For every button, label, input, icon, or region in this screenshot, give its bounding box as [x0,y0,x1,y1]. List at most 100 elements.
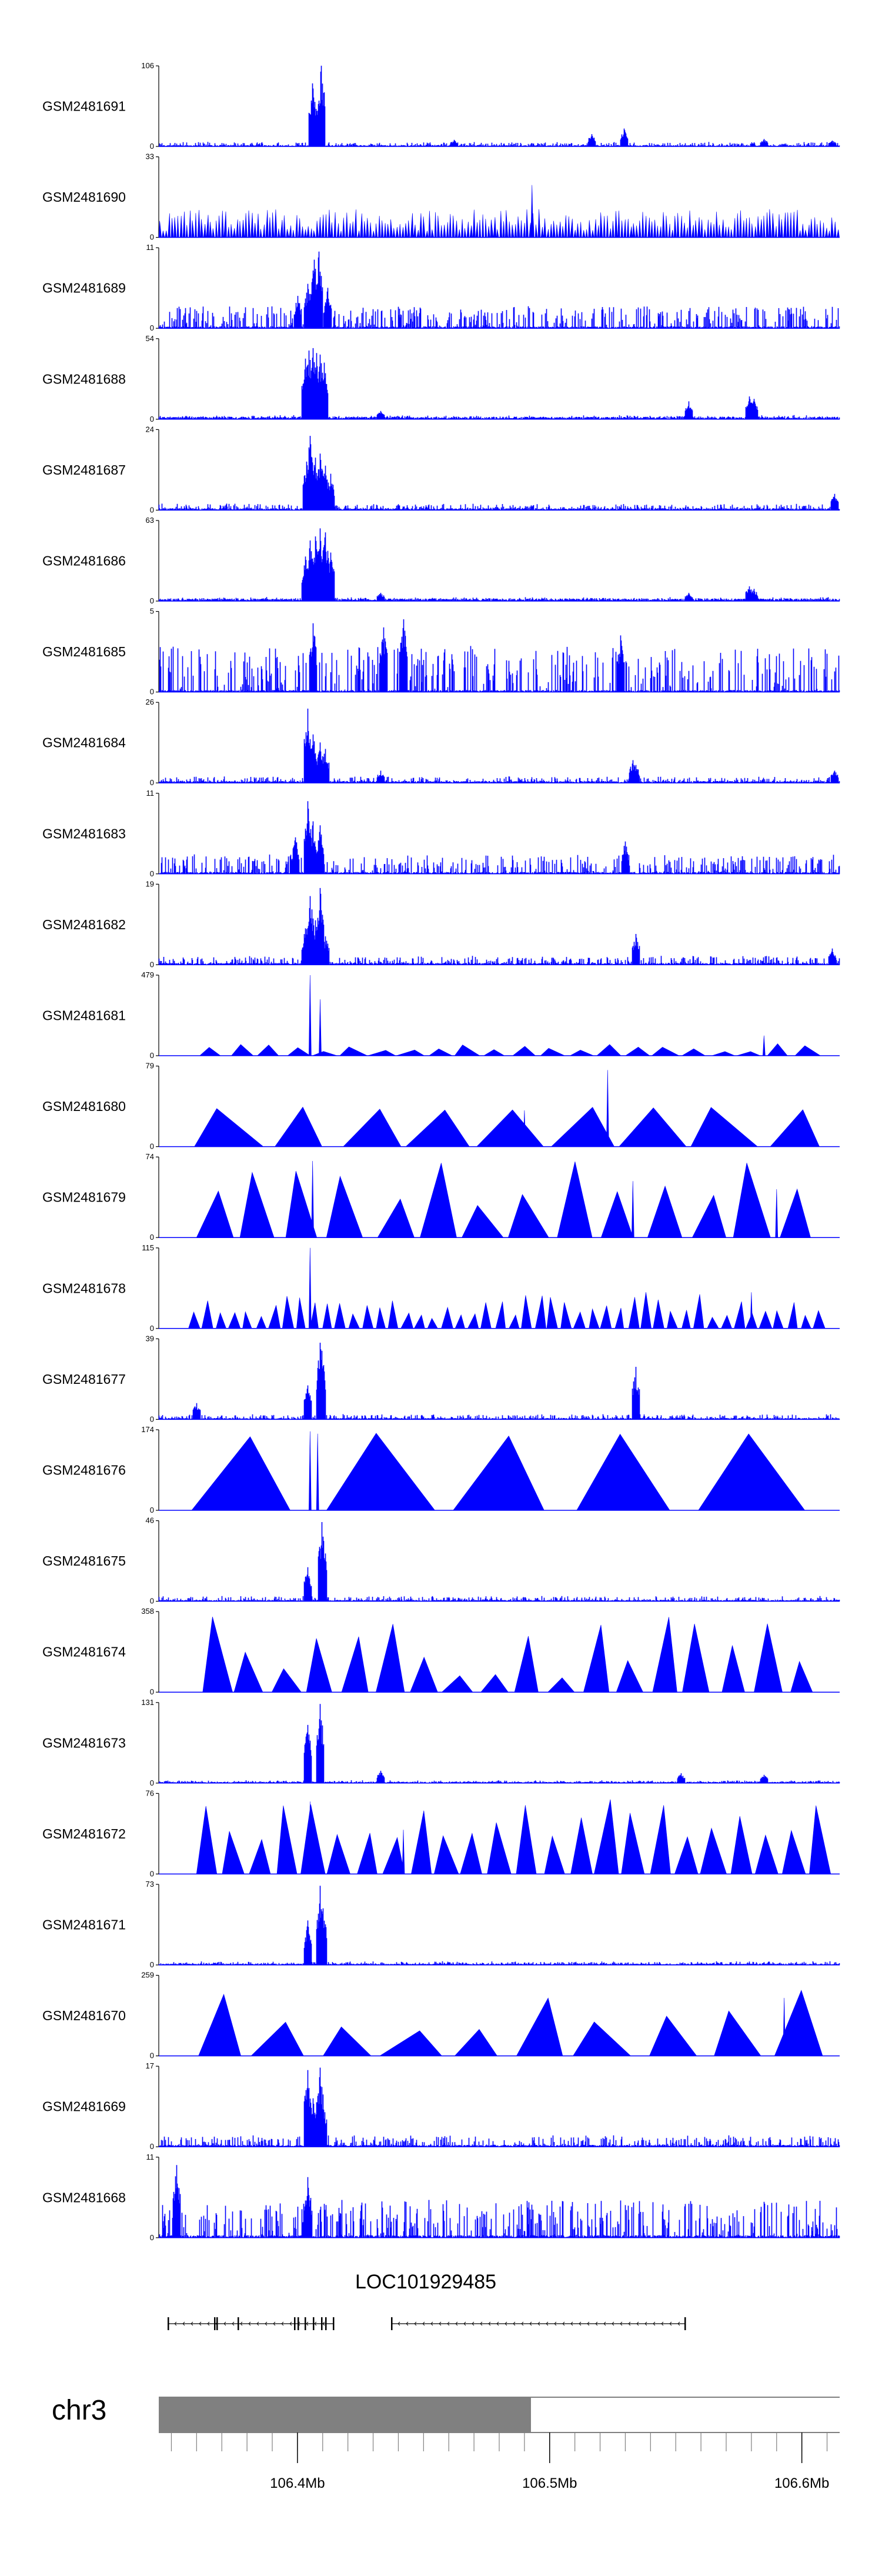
y-min-label: 0 [150,1414,154,1423]
signal-area [158,185,840,238]
track-label: GSM2481685 [42,644,126,659]
y-min-label: 0 [150,415,154,423]
y-min-label: 0 [150,1506,154,1514]
exon [238,2317,239,2330]
track-gsm2481689: GSM2481689 11 0 [42,243,840,332]
track-label: GSM2481687 [42,462,126,478]
exon [214,2317,216,2330]
y-max-label: 39 [146,1334,154,1343]
track-gsm2481682: GSM2481682 19 0 [42,879,840,969]
signal-area [158,801,840,875]
y-min-label: 0 [150,688,154,696]
tick-label: 106.4Mb [270,2475,325,2491]
strand-arrow [579,2321,582,2326]
exon [313,2317,315,2330]
track-gsm2481683: GSM2481683 11 0 [42,789,840,878]
track-label: GSM2481671 [42,1917,126,1933]
strand-arrow [505,2321,507,2326]
strand-arrow [472,2321,475,2326]
track-label: GSM2481669 [42,2099,126,2114]
strand-arrow [199,2321,202,2326]
signal-area [158,2165,840,2238]
track-gsm2481677: GSM2481677 39 0 [42,1334,840,1423]
strand-arrow [223,2321,226,2326]
y-min-label: 0 [150,323,154,332]
strand-arrow [397,2321,400,2326]
y-min-label: 0 [150,1233,154,1242]
strand-arrow [422,2321,425,2326]
track-label: GSM2481688 [42,371,126,386]
strand-arrow [174,2321,177,2326]
y-max-label: 11 [146,2153,155,2161]
strand-arrow [455,2321,458,2326]
y-max-label: 131 [141,1698,154,1707]
y-max-label: 259 [141,1971,154,1980]
track-label: GSM2481670 [42,2008,126,2023]
track-gsm2481669: GSM2481669 17 0 [42,2061,840,2151]
exon [305,2317,306,2330]
strand-arrow [677,2321,680,2326]
strand-arrow [463,2321,466,2326]
y-max-label: 76 [146,1788,154,1797]
track-label: GSM2481690 [42,189,126,205]
strand-arrow [488,2321,491,2326]
exon [294,2317,296,2330]
strand-arrow [289,2321,292,2326]
track-gsm2481680: GSM2481680 79 0 [42,1062,840,1151]
strand-arrow [265,2321,268,2326]
signal-area [194,1070,820,1147]
strand-arrow [628,2321,631,2326]
signal-tracks: GSM24816911060GSM2481690330GSM2481689110… [42,61,840,2242]
signal-area [196,1799,831,1874]
chromosome-name: chr3 [52,2395,106,2426]
strand-arrow [653,2321,656,2326]
track-label: GSM2481675 [42,1553,126,1569]
track-label: GSM2481682 [42,917,126,932]
track-gsm2481690: GSM2481690 33 0 [42,152,840,242]
strand-arrow [480,2321,483,2326]
track-label: GSM2481686 [42,553,126,569]
strand-arrow [430,2321,433,2326]
strand-arrow [529,2321,532,2326]
exon [391,2317,393,2330]
track-label: GSM2481680 [42,1099,126,1114]
strand-arrow [661,2321,664,2326]
exon [298,2317,299,2330]
y-min-label: 0 [150,596,154,605]
track-label: GSM2481672 [42,1826,126,1841]
y-min-label: 0 [150,960,154,969]
exon [684,2317,686,2330]
signal-area [158,1522,840,1601]
strand-arrow [644,2321,647,2326]
strand-arrow [603,2321,606,2326]
strand-arrow [322,2321,325,2326]
strand-arrow [636,2321,639,2326]
y-min-label: 0 [150,505,154,514]
y-max-label: 19 [146,879,154,888]
track-label: GSM2481668 [42,2190,126,2205]
y-min-label: 0 [150,1142,154,1151]
y-max-label: 79 [146,1062,154,1070]
strand-arrow [439,2321,442,2326]
y-max-label: 11 [146,243,155,252]
signal-area [199,975,821,1056]
y-min-label: 0 [150,869,154,878]
y-min-label: 0 [150,142,154,151]
signal-area [158,528,840,602]
signal-area [202,1617,813,1693]
y-min-label: 0 [150,233,154,242]
transcript-1 [168,2317,335,2330]
track-gsm2481678: GSM2481678 115 0 [42,1243,840,1333]
track-gsm2481691: GSM2481691 106 0 [42,61,840,151]
strand-arrow [314,2321,317,2326]
signal-area [191,1431,806,1511]
y-max-label: 26 [146,698,154,706]
strand-arrow [207,2321,210,2326]
tick-label: 106.6Mb [774,2475,829,2491]
signal-area [158,1343,840,1420]
y-max-label: 24 [146,425,154,433]
strand-arrow [570,2321,573,2326]
track-gsm2481671: GSM2481671 73 0 [42,1880,840,1969]
y-min-label: 0 [150,1051,154,1060]
